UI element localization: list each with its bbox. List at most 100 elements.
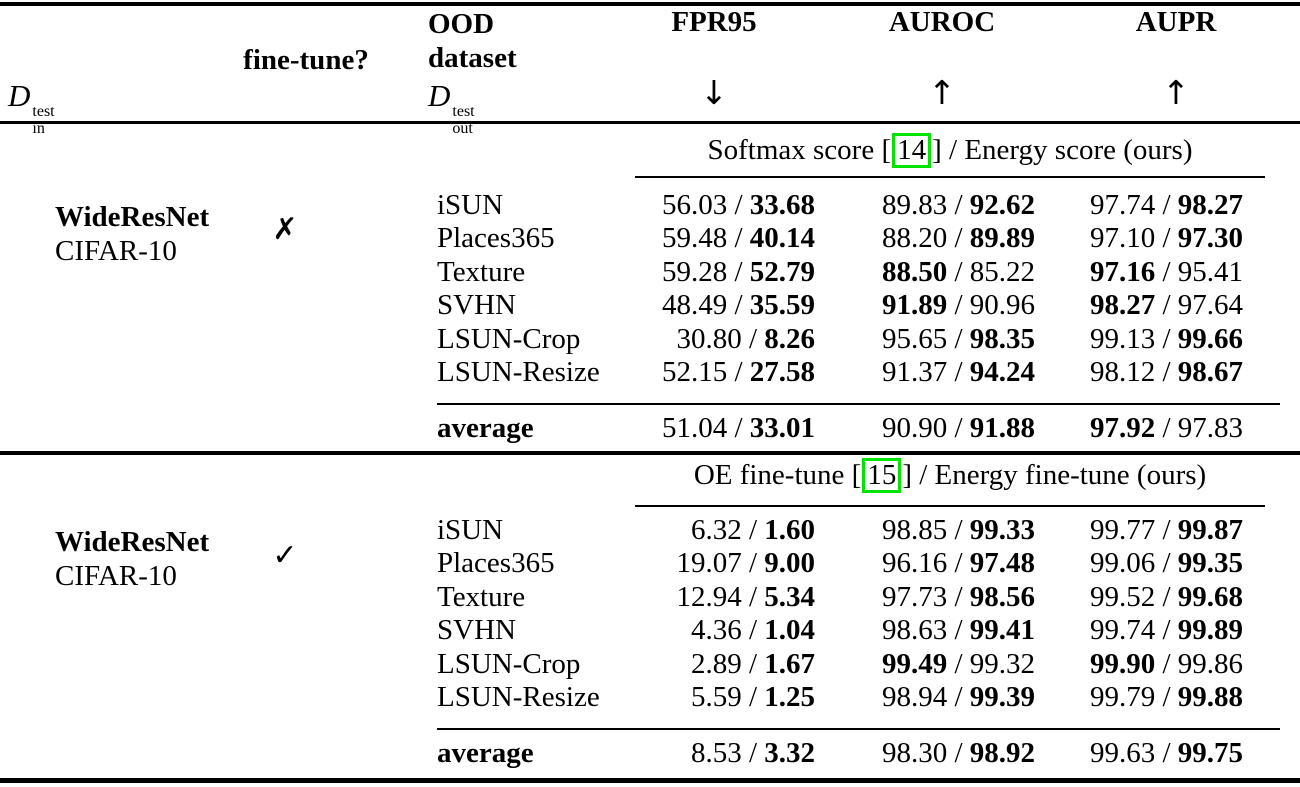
value-separator: / [741, 322, 765, 355]
din-superscript: test [32, 103, 55, 120]
ours-value: 94.24 [969, 355, 1035, 388]
baseline-value: 12.94 [676, 580, 742, 613]
ours-value: 99.75 [1177, 737, 1243, 769]
up-arrow-icon: ↑ [1162, 73, 1190, 112]
baseline-value: 48.49 [661, 289, 728, 322]
metric-cell: 99.52 / 99.68 [1035, 581, 1243, 614]
baseline-value: 89.83 [881, 189, 948, 221]
value-separator: / [947, 255, 970, 288]
value-separator: / [1155, 355, 1178, 388]
ours-value: 99.66 [1177, 322, 1243, 355]
ours-value: 98.92 [969, 737, 1035, 769]
baseline-value: 51.04 [661, 412, 728, 444]
ours-value: 99.39 [969, 680, 1035, 713]
baseline-value: 99.49 [881, 647, 948, 680]
ood-dataset-name: Places365 [437, 222, 555, 255]
ood-dataset-name: iSUN [437, 514, 504, 546]
baseline-value: 99.90 [1089, 647, 1156, 680]
ours-value: 99.68 [1177, 580, 1243, 613]
baseline-value: 88.20 [881, 222, 948, 255]
ood-dataset-name: LSUN-Resize [437, 355, 600, 388]
metric-cell: 99.74 / 99.89 [1035, 614, 1243, 647]
baseline-value: 88.50 [881, 255, 948, 288]
ours-value: 99.87 [1177, 514, 1243, 546]
metric-cell: 95.65 / 98.35 [815, 323, 1035, 356]
baseline-value: 98.63 [881, 614, 948, 647]
ours-value: 97.83 [1177, 412, 1243, 444]
baseline-value: 97.16 [1089, 255, 1156, 288]
metric-cell: 98.27 / 97.64 [1035, 289, 1243, 322]
section1-title: Softmax score [14] / Energy score (ours) [635, 133, 1265, 168]
metric-cell: 90.90 / 91.88 [815, 409, 1035, 447]
ours-value: 98.27 [1177, 189, 1243, 221]
in-distribution-dataset: CIFAR-10 [55, 560, 177, 592]
citation-link-15[interactable]: 15 [862, 458, 902, 493]
ours-value: 9.00 [764, 547, 815, 580]
average-label: average [437, 412, 534, 444]
metric-cell: 59.28 / 52.79 [620, 256, 815, 289]
table-row: Texture 59.28 / 52.79 88.50 / 85.22 97.16 /… [437, 256, 1280, 289]
metric-cell: 5.59 / 1.25 [620, 681, 815, 714]
metric-cell: 99.06 / 99.35 [1035, 547, 1243, 580]
table-row: Places365 19.07 / 9.00 96.16 / 97.48 99.06 … [437, 547, 1280, 580]
ours-value: 99.41 [969, 614, 1035, 647]
ours-value: 1.04 [764, 614, 815, 647]
value-separator: / [947, 355, 970, 388]
metric-cell: 88.50 / 85.22 [815, 256, 1035, 289]
citation-link-14[interactable]: 14 [892, 133, 932, 168]
ours-value: 99.32 [969, 647, 1035, 680]
baseline-value: 97.10 [1089, 222, 1156, 255]
metric-cell: 19.07 / 9.00 [620, 547, 815, 580]
baseline-value: 8.53 [690, 737, 742, 769]
col-header-ood-line2: dataset [428, 42, 517, 74]
value-separator: / [947, 614, 970, 647]
value-separator: / [727, 355, 750, 388]
baseline-value: 95.65 [881, 322, 948, 355]
value-separator: / [741, 614, 765, 647]
ours-value: 97.48 [969, 547, 1035, 580]
baseline-value: 97.73 [881, 580, 948, 613]
ood-dataset-name: Texture [437, 580, 526, 613]
baseline-value: 91.37 [881, 355, 948, 388]
table-row: SVHN 4.36 / 1.04 98.63 / 99.41 99.74 / 99.8… [437, 614, 1280, 647]
ours-value: 85.22 [969, 255, 1035, 288]
value-separator: / [741, 580, 765, 613]
metric-cell: 97.92 / 97.83 [1035, 409, 1243, 447]
section1-rows: iSUN 56.03 / 33.68 89.83 / 92.62 97.74 / 98… [437, 189, 1280, 389]
value-separator: / [741, 680, 765, 713]
metric-cell: 99.49 / 99.32 [815, 648, 1035, 681]
value-separator: / [727, 289, 750, 322]
ours-value: 99.88 [1177, 680, 1243, 713]
value-separator: / [1155, 680, 1178, 713]
header-rule [0, 121, 1300, 124]
metric-cell: 30.80 / 8.26 [620, 323, 815, 356]
value-separator: / [1155, 580, 1178, 613]
ours-value: 1.25 [764, 680, 815, 713]
ood-dataset-name: SVHN [437, 289, 516, 322]
section2-average-row: average 8.53 / 3.32 98.30 / 98.92 99.63 / 9… [437, 734, 1280, 772]
baseline-value: 4.36 [690, 614, 742, 647]
math-script-d: D [428, 78, 451, 113]
ood-dataset-name: iSUN [437, 189, 504, 221]
value-separator: / [1155, 222, 1178, 255]
baseline-value: 97.92 [1089, 412, 1156, 444]
metric-cell: 99.13 / 99.66 [1035, 323, 1243, 356]
metric-cell: 12.94 / 5.34 [620, 581, 815, 614]
col-header-ood-line1: OOD [428, 8, 495, 40]
ours-value: 90.96 [969, 289, 1035, 322]
metric-cell: 56.03 / 33.68 [620, 189, 815, 222]
dout-subscript: out [452, 119, 473, 137]
value-separator: / [947, 189, 970, 221]
metric-cell: 89.83 / 92.62 [815, 189, 1035, 222]
section2-rows: iSUN 6.32 / 1.60 98.85 / 99.33 99.77 / 99.8… [437, 514, 1280, 714]
value-separator: / [947, 580, 970, 613]
ours-value: 99.86 [1177, 647, 1243, 680]
metric-cell: 99.79 / 99.88 [1035, 681, 1243, 714]
value-separator: / [947, 737, 970, 769]
value-separator: / [727, 255, 750, 288]
ood-dataset-name: LSUN-Resize [437, 680, 600, 713]
col-header-auroc: AUROC [888, 6, 996, 38]
ours-value: 98.35 [969, 322, 1035, 355]
baseline-value: 99.74 [1089, 614, 1156, 647]
